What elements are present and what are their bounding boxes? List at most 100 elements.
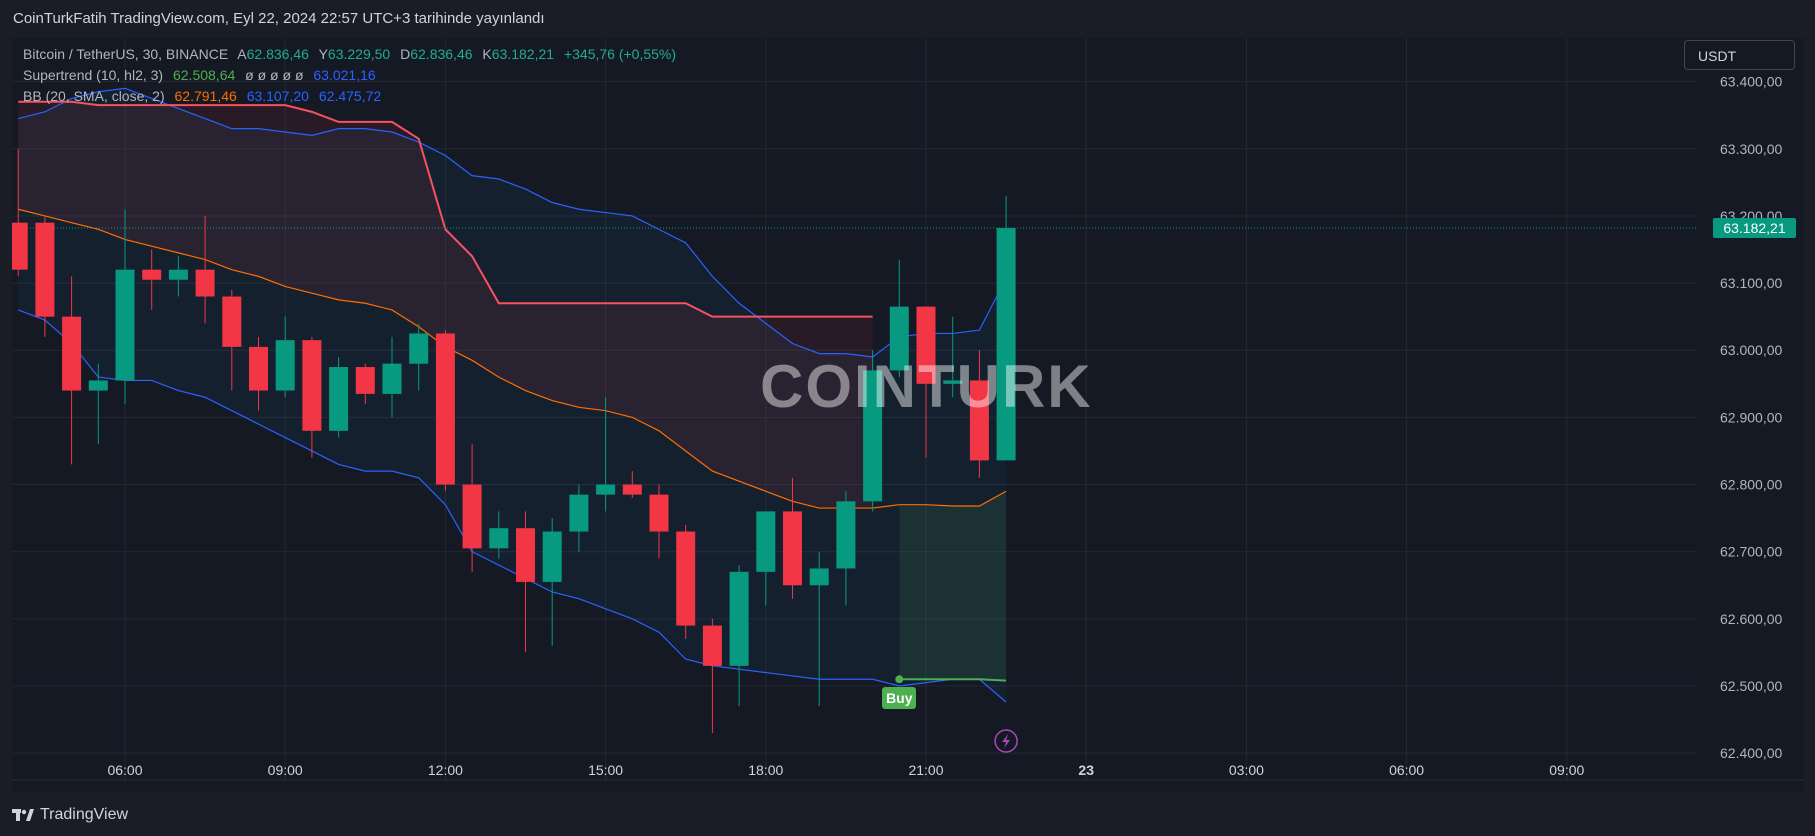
- candle-body: [249, 346, 268, 391]
- candle-body: [409, 333, 429, 364]
- high-label: Y: [318, 46, 328, 62]
- y-tick-label: 62.500,00: [1720, 678, 1782, 694]
- candle-body: [943, 380, 963, 384]
- candle: [142, 249, 162, 310]
- open-label: A: [237, 46, 247, 62]
- supertrend-legend[interactable]: Supertrend (10, hl2, 3) 62.508,64 ø ø ø …: [23, 67, 382, 83]
- high-value: 63.229,50: [327, 46, 391, 62]
- candle-body: [996, 228, 1016, 461]
- candle: [783, 477, 802, 599]
- candle-body: [12, 222, 28, 270]
- candle: [195, 215, 215, 324]
- candle: [12, 148, 28, 277]
- candle: [809, 551, 829, 707]
- candle: [35, 215, 55, 337]
- y-tick-label: 63.400,00: [1720, 74, 1782, 90]
- lightning-bolt-glyph: [1002, 734, 1011, 748]
- candle: [916, 306, 936, 458]
- bb-legend[interactable]: BB (20, SMA, close, 2) 62.791,46 63.107,…: [23, 88, 387, 104]
- bb-upper-value: 63.107,20: [246, 88, 309, 104]
- candle: [969, 350, 989, 478]
- open-value: 62.836,46: [246, 46, 309, 62]
- axes: 63.400,0063.300,0063.200,0063.100,0063.0…: [12, 38, 1804, 792]
- x-tick-label: 06:00: [1389, 762, 1424, 778]
- candle-body: [729, 571, 749, 666]
- candle: [889, 259, 909, 378]
- candle: [62, 276, 82, 465]
- supertrend-up-fill: [899, 491, 1007, 681]
- tradingview-brand: TradingView: [40, 806, 129, 823]
- candle: [943, 316, 963, 398]
- candle-body: [676, 531, 696, 626]
- supertrend-up-line: [899, 678, 1007, 682]
- candle: [302, 336, 322, 458]
- low-value: 62.836,46: [410, 46, 473, 62]
- candle-body: [302, 340, 322, 431]
- supertrend-value2: 63.021,16: [313, 67, 376, 83]
- candle-body: [435, 333, 455, 485]
- supertrend-empty-values: ø ø ø ø ø: [245, 67, 304, 83]
- candle-body: [462, 484, 482, 549]
- candle-body: [969, 380, 989, 461]
- candle: [329, 356, 349, 438]
- candle: [409, 323, 429, 391]
- candle-body: [489, 528, 509, 549]
- publish-caption: CoinTurkFatih TradingView.com, Eyl 22, 2…: [13, 10, 545, 27]
- close-label: K: [482, 46, 492, 62]
- change-value: +345,76 (+0,55%): [563, 46, 677, 62]
- last-price-tag: 63.182,21: [1713, 218, 1796, 239]
- tradingview-logo[interactable]: TradingView: [12, 806, 128, 824]
- x-tick-label: 09:00: [1549, 762, 1584, 778]
- buy-signal-dot: [895, 675, 904, 684]
- candle: [462, 444, 482, 572]
- cointurk-watermark: COINTURK: [760, 353, 1093, 420]
- y-tick-label: 63.000,00: [1720, 342, 1782, 358]
- x-tick-label: 03:00: [1229, 762, 1264, 778]
- candle-body: [355, 367, 375, 394]
- candle-body: [275, 340, 295, 391]
- candle-body: [622, 484, 642, 495]
- tradingview-icon: [12, 809, 34, 821]
- candle-body: [569, 494, 589, 532]
- y-tick-label: 63.100,00: [1720, 275, 1782, 291]
- candle-body: [142, 269, 162, 280]
- candle-body: [783, 511, 802, 586]
- candle-body: [35, 222, 55, 317]
- buy-signal-badge: Buy: [882, 687, 917, 710]
- candle-body: [62, 316, 82, 391]
- x-tick-label: 09:00: [268, 762, 303, 778]
- candle: [168, 256, 188, 297]
- candle-body: [809, 568, 829, 586]
- candle-body: [222, 296, 242, 347]
- x-tick-label: 21:00: [908, 762, 943, 778]
- supertrend-label: Supertrend (10, hl2, 3): [23, 67, 164, 83]
- candle: [996, 195, 1016, 461]
- bb-upper-line: [18, 87, 1007, 358]
- bb-lower-line: [17, 309, 1007, 703]
- candle-body: [889, 306, 909, 371]
- candle-body: [542, 531, 562, 582]
- candle-body: [115, 269, 135, 381]
- candle-body: [329, 367, 349, 431]
- candle: [249, 336, 268, 411]
- candle-body: [195, 269, 215, 297]
- candle: [222, 289, 242, 391]
- price-chart-svg[interactable]: 63.400,0063.300,0063.200,0063.100,0063.0…: [12, 38, 1804, 792]
- currency-button[interactable]: USDT: [1684, 40, 1795, 70]
- symbol-name[interactable]: Bitcoin / TetherUS, 30, BINANCE: [23, 46, 229, 62]
- candle-body: [596, 484, 616, 495]
- candle: [622, 471, 642, 498]
- supertrend-value: 62.508,64: [172, 67, 236, 83]
- chart-pane[interactable]: 63.400,00 63.300,00 63.200,00 63.100,00 63.0…: [12, 38, 1804, 792]
- bb-label: BB (20, SMA, close, 2): [23, 88, 165, 104]
- y-tick-label: 62.600,00: [1720, 611, 1782, 627]
- y-tick-label: 62.900,00: [1720, 409, 1782, 425]
- bb-basis-value: 62.791,46: [174, 88, 237, 104]
- y-tick-label: 63.300,00: [1720, 141, 1782, 157]
- y-tick-label: 62.800,00: [1720, 477, 1782, 493]
- candle-body: [382, 363, 402, 394]
- candle: [836, 491, 856, 606]
- publish-caption-bar: CoinTurkFatih TradingView.com, Eyl 22, 2…: [0, 0, 1815, 36]
- close-value: 63.182,21: [491, 46, 555, 62]
- candle-body: [649, 494, 669, 532]
